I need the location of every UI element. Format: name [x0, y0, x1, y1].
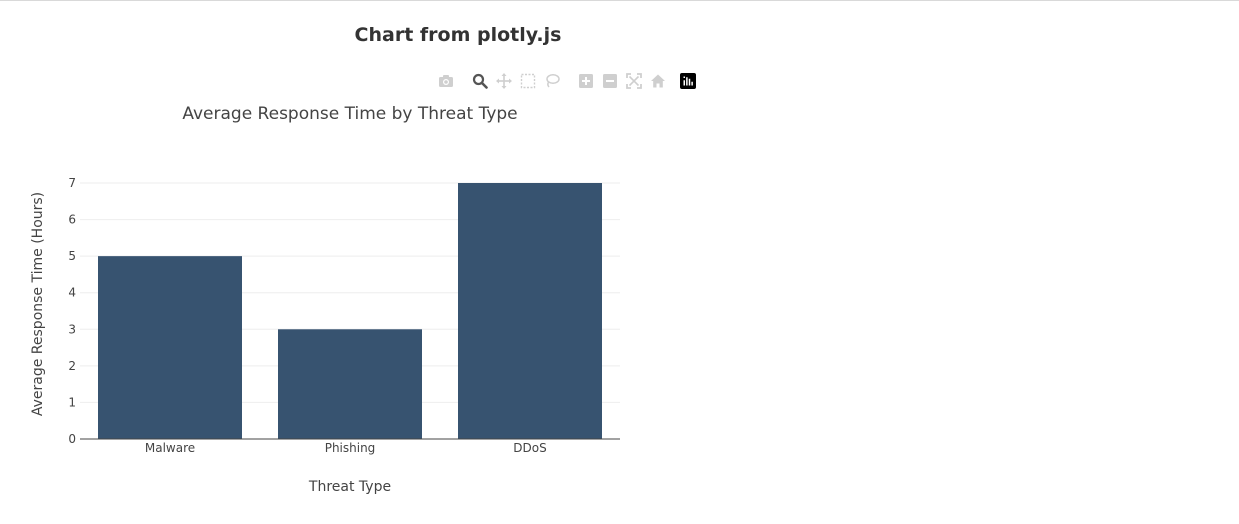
chart-title: Average Response Time by Threat Type	[182, 104, 517, 124]
plotly-logo-icon[interactable]	[680, 73, 696, 89]
zoom-out-icon[interactable]	[600, 71, 620, 91]
zoom-icon[interactable]	[470, 71, 490, 91]
bar-malware[interactable]	[98, 256, 242, 439]
box-select-icon[interactable]	[518, 71, 538, 91]
x-tick-label: Malware	[145, 441, 195, 455]
x-tick-label: DDoS	[513, 441, 546, 455]
reset-axes-icon[interactable]	[648, 71, 668, 91]
bar-ddos[interactable]	[458, 183, 602, 439]
y-tick-label: 0	[68, 432, 76, 446]
y-tick-label: 5	[68, 249, 76, 263]
bar-chart: Average Response Time by Threat Type 0 1 2…	[30, 104, 620, 495]
autoscale-icon[interactable]	[624, 71, 644, 91]
zoom-in-icon[interactable]	[576, 71, 596, 91]
x-tick-label: Phishing	[325, 441, 376, 455]
bar-phishing[interactable]	[278, 329, 422, 439]
camera-icon[interactable]	[436, 71, 456, 91]
y-tick-label: 3	[68, 322, 76, 336]
y-tick-label: 1	[68, 395, 76, 409]
pan-icon[interactable]	[494, 71, 514, 91]
y-tick-label: 4	[68, 286, 76, 300]
x-axis-title: Threat Type	[308, 479, 391, 495]
chart-modebar	[436, 71, 696, 91]
y-axis-title: Average Response Time (Hours)	[30, 192, 46, 416]
y-tick-label: 6	[68, 213, 76, 227]
top-divider	[0, 0, 1239, 1]
y-tick-label: 2	[68, 359, 76, 373]
lasso-select-icon[interactable]	[542, 71, 562, 91]
page-title: Chart from plotly.js	[354, 24, 562, 46]
y-tick-label: 7	[68, 176, 76, 190]
